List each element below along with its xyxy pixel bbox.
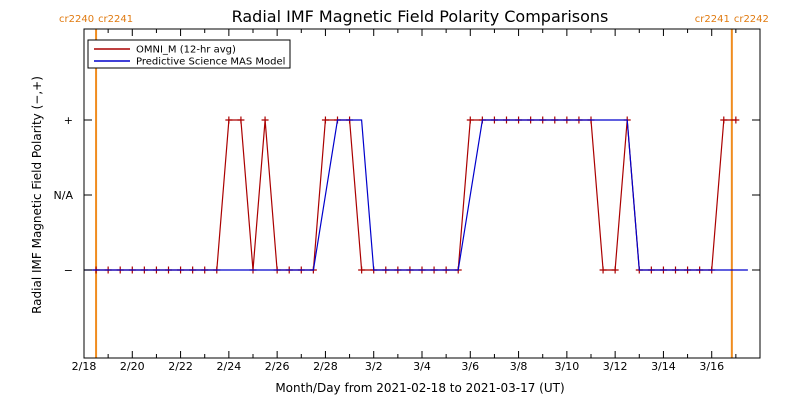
x-tick-label: 3/12 [603,360,628,373]
x-tick-label: 3/10 [555,360,580,373]
data-point [225,116,233,124]
data-point [732,116,740,124]
data-point [599,266,607,274]
x-tick-label: 3/16 [699,360,724,373]
carrington-markers: cr2240 cr2241 cr2241 cr2242 [59,14,769,358]
carrington-left-label: cr2241 [695,14,730,25]
legend: OMNI_M (12-hr avg)Predictive Science MAS… [87,39,291,69]
y-tick-label: N/A [54,189,74,202]
series-2 [84,119,748,271]
series-line [84,119,748,271]
x-tick-label: 2/26 [265,360,290,373]
carrington-left-label: cr2240 [59,14,94,25]
x-tick-label: 3/2 [365,360,383,373]
x-tick-label: 3/14 [651,360,676,373]
x-tick-label: 2/22 [168,360,193,373]
data-point [261,116,269,124]
chart-title: Radial IMF Magnetic Field Polarity Compa… [232,7,609,26]
carrington-right-label: cr2242 [734,14,769,25]
x-tick-label: 2/24 [217,360,242,373]
x-tick-label: 2/18 [72,360,97,373]
series-layer [84,116,748,274]
y-tick-label: + [64,114,73,127]
legend-entry: OMNI_M (12-hr avg) [136,45,236,56]
x-tick-label: 2/20 [120,360,145,373]
y-tick-label: − [64,264,73,277]
data-point [358,266,366,274]
x-axis-label: Month/Day from 2021-02-18 to 2021-03-17 … [275,381,564,395]
data-point [466,116,474,124]
data-point [720,116,728,124]
x-tick-label: 3/8 [510,360,528,373]
data-point [237,116,245,124]
legend-entry: Predictive Science MAS Model [136,57,285,68]
x-tick-label: 3/4 [413,360,431,373]
carrington-right-label: cr2241 [98,14,133,25]
data-point [611,266,619,274]
legend-box [87,39,291,69]
x-tick-label: 2/28 [313,360,338,373]
x-tick-label: 3/6 [461,360,479,373]
axes: 2/18 2/20 2/22 2/24 2/26 2/28 3/2 3/4 3/6 3/8 3/10… [54,28,761,373]
y-axis-label: Radial IMF Magnetic Field Polarity (−,+) [30,76,44,314]
data-point [321,116,329,124]
